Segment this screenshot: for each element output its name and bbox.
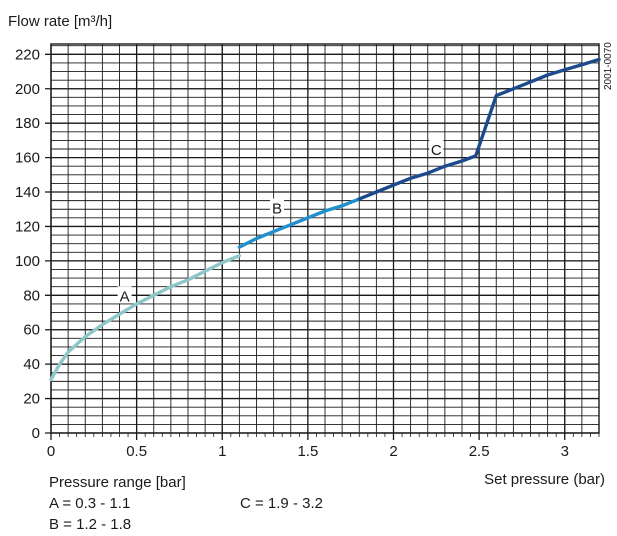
curve-label-b: B [272,201,282,218]
minor-grid [50,44,600,434]
curve-label-bg [117,286,132,304]
x-tick-label: 1 [218,443,226,460]
curve-label-bg [429,139,444,157]
x-tick-label: 2 [389,443,397,460]
y-tick-label: 100 [15,253,40,270]
y-tick-label: 80 [23,287,40,304]
y-tick-label: 220 [15,46,40,63]
y-tick-label: 180 [15,115,40,132]
y-tick-label: 160 [15,150,40,167]
series-layer [49,57,601,382]
curve-b [237,197,361,249]
curve-label-a: A [120,288,130,305]
y-axis-title: Flow rate [m³/h] [8,13,112,30]
legend-item-a: A = 0.3 - 1.1 [49,495,130,512]
x-tick-label: 0 [47,443,55,460]
x-minor-ticks [50,433,600,437]
x-tick-label: 2.5 [469,443,490,460]
curve-c [357,57,601,201]
figure-code: 2001-0070 [603,42,614,90]
y-tick-label: 0 [32,425,40,442]
x-axis-title: Set pressure (bar) [484,471,605,488]
x-tick-labels: 0 0.5 1 1.5 2 2.5 3 [47,443,569,460]
legend-item-c: C = 1.9 - 3.2 [240,495,323,512]
y-tick-label: 20 [23,391,40,408]
y-tick-label: 40 [23,356,40,373]
curve-label-c: C [431,142,442,159]
y-tick-labels: 0 20 40 60 80 100 120 140 160 180 200 220 [15,46,40,442]
y-tick-label: 120 [15,218,40,235]
legend-title: Pressure range [bar] [49,474,186,491]
x-tick-label: 1.5 [297,443,318,460]
y-tick-label: 140 [15,184,40,201]
y-tick-label: 200 [15,81,40,98]
curve-a [49,253,242,382]
x-tick-label: 0.5 [126,443,147,460]
y-tick-label: 60 [23,322,40,339]
curve-labels: A B C [117,139,444,305]
legend-item-b: B = 1.2 - 1.8 [49,516,131,533]
x-tick-label: 3 [561,443,569,460]
major-grid [45,43,600,440]
curve-label-bg [270,198,285,216]
